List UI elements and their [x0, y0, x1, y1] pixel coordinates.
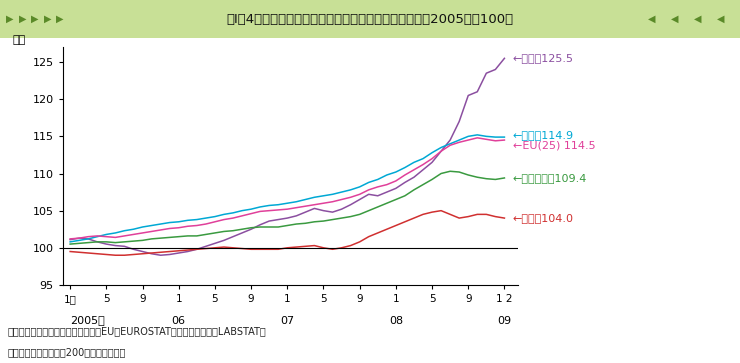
Text: ▶: ▶	[18, 14, 26, 24]
Text: ←日本　104.0: ←日本 104.0	[513, 213, 574, 223]
Text: 08: 08	[388, 315, 403, 326]
Text: ◀: ◀	[648, 14, 656, 24]
Text: 図Ⅰ－4　主要国における食料の消費者物価指数の推移（2005年＝100）: 図Ⅰ－4 主要国における食料の消費者物価指数の推移（2005年＝100）	[226, 13, 514, 25]
Text: ◀: ◀	[694, 14, 702, 24]
Text: ▶: ▶	[44, 14, 51, 24]
Text: 09: 09	[497, 315, 511, 326]
Text: ◀: ◀	[671, 14, 679, 24]
Text: 注：図中の数値は、200三年２月の指数: 注：図中の数値は、200三年２月の指数	[7, 347, 126, 358]
Text: 2005年: 2005年	[70, 315, 105, 326]
Text: ◀: ◀	[717, 14, 724, 24]
Text: ←EU(25) 114.5: ←EU(25) 114.5	[513, 140, 596, 150]
Text: 06: 06	[172, 315, 186, 326]
Text: ←英国　125.5: ←英国 125.5	[513, 53, 574, 63]
Text: 資料：総務省「消費者物価指数」、EU「EUROSTAT」、米国労働省「LABSTAT」: 資料：総務省「消費者物価指数」、EU「EUROSTAT」、米国労働省「LABST…	[7, 326, 266, 336]
Text: ▶: ▶	[56, 14, 64, 24]
Text: ←フランス　109.4: ←フランス 109.4	[513, 173, 587, 183]
Text: ▶: ▶	[6, 14, 13, 24]
Text: ←米国　114.9: ←米国 114.9	[513, 130, 574, 140]
Text: 07: 07	[280, 315, 295, 326]
Text: ▶: ▶	[31, 14, 38, 24]
Text: 指数: 指数	[13, 35, 26, 45]
